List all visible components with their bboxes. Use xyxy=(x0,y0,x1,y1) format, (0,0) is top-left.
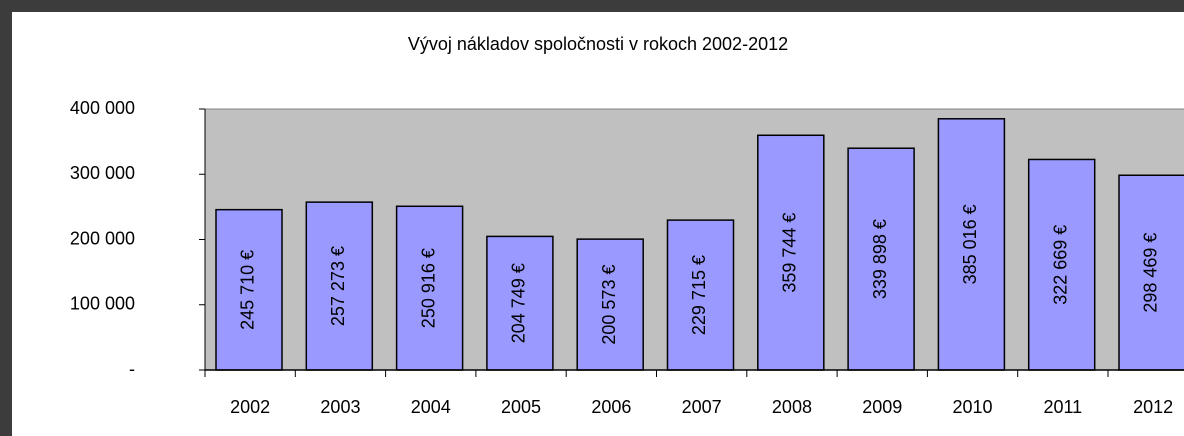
y-tick-label: 300 000 xyxy=(70,163,135,183)
bar xyxy=(847,147,915,371)
y-tick-label: 100 000 xyxy=(70,294,135,314)
y-tick-label: 200 000 xyxy=(70,228,135,248)
x-tick-label: 2011 xyxy=(1043,397,1082,417)
bar xyxy=(215,208,283,371)
data-label: 245 710 € xyxy=(238,250,258,330)
bar xyxy=(666,219,735,371)
data-label: 322 669 € xyxy=(1050,225,1070,305)
bar xyxy=(395,205,464,371)
x-tick-label: 2012 xyxy=(1133,397,1173,417)
bar xyxy=(1027,158,1096,371)
y-tick-label: 400 000 xyxy=(70,98,135,118)
x-tick-label: 2008 xyxy=(772,397,812,417)
x-tick-label: 2009 xyxy=(862,397,902,417)
data-label: 257 273 € xyxy=(328,246,348,326)
bar xyxy=(937,118,1006,371)
data-label: 250 916 € xyxy=(418,248,438,328)
bar xyxy=(486,235,554,371)
bar xyxy=(576,238,644,371)
bar xyxy=(757,134,825,371)
x-tick-label: 2010 xyxy=(953,397,993,417)
data-label: 200 573 € xyxy=(599,265,619,345)
data-label: 229 715 € xyxy=(689,255,709,335)
data-label: 204 749 € xyxy=(509,263,529,343)
x-tick-label: 2007 xyxy=(682,397,722,417)
bar xyxy=(305,201,374,371)
data-label: 359 744 € xyxy=(780,213,800,293)
y-tick-label: - xyxy=(129,359,135,379)
x-tick-label: 2003 xyxy=(320,397,360,417)
x-tick-label: 2002 xyxy=(230,397,270,417)
x-tick-label: 2006 xyxy=(591,397,631,417)
chart-title: Vývoj nákladov spoločnosti v rokoch 2002… xyxy=(408,34,788,54)
data-label: 298 469 € xyxy=(1141,233,1161,313)
data-label: 385 016 € xyxy=(960,204,980,284)
data-label: 339 898 € xyxy=(870,219,890,299)
x-tick-label: 2005 xyxy=(501,397,541,417)
x-tick-label: 2004 xyxy=(411,397,451,417)
